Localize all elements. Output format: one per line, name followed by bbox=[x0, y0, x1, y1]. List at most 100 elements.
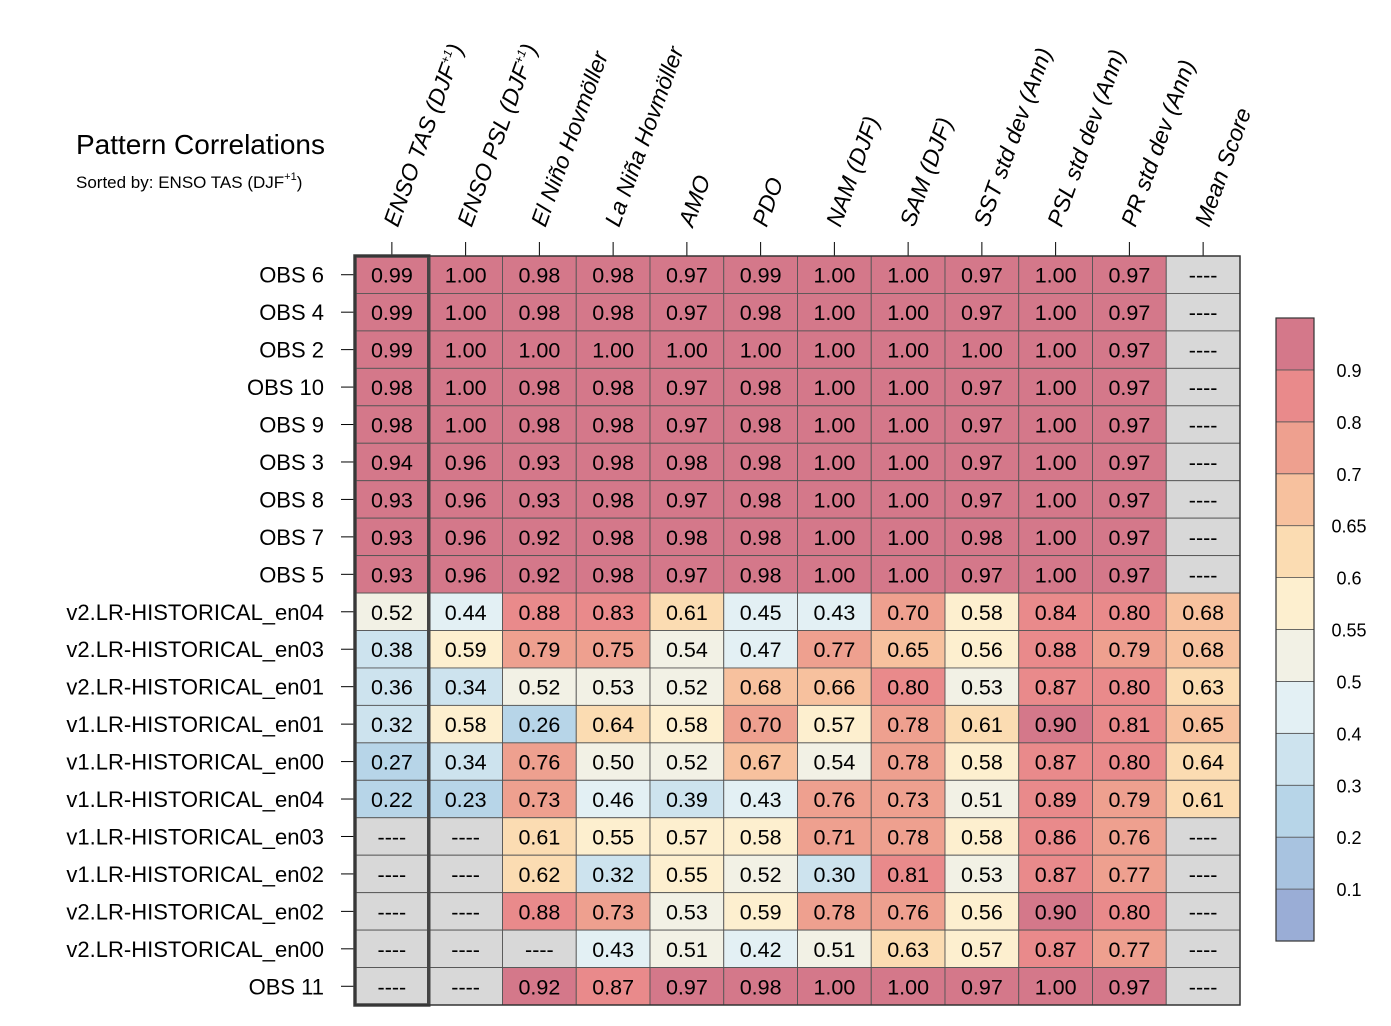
cell-value-label: 1.00 bbox=[887, 451, 929, 475]
cell-value-label: 0.97 bbox=[1108, 975, 1150, 999]
cell-value-label: 0.78 bbox=[813, 900, 855, 924]
heatmap-cell bbox=[575, 779, 651, 819]
cell-value-label: 0.79 bbox=[1108, 638, 1150, 662]
cell-value-label: 1.00 bbox=[1035, 376, 1077, 400]
cell-value-label: 0.97 bbox=[961, 488, 1003, 512]
heatmap-cell bbox=[1092, 742, 1167, 781]
cell-value-label: 0.88 bbox=[518, 900, 560, 924]
cell-value-label: 1.00 bbox=[1035, 526, 1077, 550]
heatmap-cell bbox=[575, 667, 651, 706]
heatmap-cell bbox=[1092, 517, 1167, 557]
heatmap-cell bbox=[354, 779, 430, 819]
heatmap-cell bbox=[354, 704, 430, 744]
heatmap-cell bbox=[1018, 442, 1093, 482]
cell-value-label: 0.97 bbox=[666, 975, 708, 999]
heatmap-cell bbox=[1165, 854, 1241, 894]
heatmap-cell bbox=[354, 742, 430, 781]
heatmap-cell bbox=[723, 517, 798, 557]
heatmap-cell bbox=[354, 929, 430, 968]
cell-value-label: 0.76 bbox=[887, 900, 929, 924]
row-label: OBS 9 bbox=[259, 413, 324, 438]
column-label-superscript: +1 bbox=[438, 48, 456, 66]
row-label: v1.LR-HISTORICAL_en01 bbox=[66, 712, 324, 737]
heatmap-cell bbox=[354, 367, 430, 407]
heatmap-cell bbox=[1018, 630, 1093, 669]
heatmap-cell bbox=[649, 330, 725, 369]
cell-value-label: 0.98 bbox=[592, 301, 634, 325]
cell-value-label: 1.00 bbox=[887, 414, 929, 438]
cell-value-label: ---- bbox=[1189, 563, 1218, 587]
cell-value-label: 1.00 bbox=[813, 526, 855, 550]
cell-value-label: 0.98 bbox=[518, 414, 560, 438]
heatmap-cell bbox=[723, 630, 798, 669]
heatmap-cell bbox=[502, 592, 577, 631]
cell-value-label: 0.98 bbox=[371, 414, 413, 438]
heatmap-cell bbox=[1018, 929, 1093, 968]
colorbar-swatch bbox=[1275, 525, 1315, 578]
row-label: OBS 4 bbox=[259, 300, 324, 325]
cell-value-label: 0.97 bbox=[1108, 414, 1150, 438]
cell-value-label: 0.43 bbox=[813, 601, 855, 625]
column-label-text: Mean Score bbox=[1189, 104, 1256, 229]
cell-value-label: 0.58 bbox=[740, 825, 782, 849]
cell-value-label: 0.52 bbox=[666, 676, 708, 700]
cell-value-label: 0.80 bbox=[1108, 676, 1150, 700]
cell-value-label: 0.61 bbox=[961, 713, 1003, 737]
heatmap-cell bbox=[649, 592, 725, 631]
row-label: OBS 11 bbox=[249, 974, 324, 999]
heatmap-cell bbox=[1018, 367, 1093, 407]
colorbar-border bbox=[1275, 317, 1315, 942]
cell-value-label: 0.81 bbox=[1108, 713, 1150, 737]
heatmap-cell bbox=[944, 854, 1020, 894]
heatmap-cell bbox=[1092, 293, 1167, 332]
cell-value-label: 0.78 bbox=[887, 713, 929, 737]
heatmap-cell bbox=[944, 293, 1020, 332]
cell-value-label: 1.00 bbox=[887, 563, 929, 587]
cell-value-label: 0.97 bbox=[961, 975, 1003, 999]
cell-value-label: ---- bbox=[378, 975, 407, 999]
heatmap-cell bbox=[797, 967, 872, 1006]
heatmap-cell bbox=[870, 967, 946, 1006]
heatmap-cell bbox=[1018, 967, 1093, 1006]
cell-value-label: ---- bbox=[1189, 900, 1218, 924]
column-label-text: SAM (DJF) bbox=[894, 114, 957, 230]
heatmap-cell bbox=[723, 779, 798, 819]
colorbar-swatch bbox=[1275, 577, 1315, 630]
chart-title: Pattern Correlations bbox=[76, 129, 325, 160]
heatmap-cell bbox=[1165, 892, 1241, 931]
cell-value-label: 0.76 bbox=[518, 751, 560, 775]
cell-value-label: 1.00 bbox=[887, 301, 929, 325]
colorbar-swatch bbox=[1275, 732, 1315, 786]
heatmap-cell bbox=[354, 630, 430, 669]
heatmap-cell bbox=[870, 330, 946, 369]
cell-value-label: 0.90 bbox=[1035, 713, 1077, 737]
heatmap-cell bbox=[354, 817, 430, 856]
heatmap-cell bbox=[575, 293, 651, 332]
heatmap-cell bbox=[797, 367, 872, 407]
heatmap-cell bbox=[428, 405, 503, 444]
cell-value-label: 1.00 bbox=[813, 264, 855, 288]
cell-value-label: 0.98 bbox=[592, 563, 634, 587]
cell-value-label: 0.77 bbox=[1108, 863, 1150, 887]
cell-value-label: 1.00 bbox=[813, 301, 855, 325]
cell-value-label: 0.32 bbox=[592, 863, 634, 887]
heatmap-cell bbox=[502, 892, 577, 931]
cell-value-label: 1.00 bbox=[813, 975, 855, 999]
cell-value-label: ---- bbox=[1189, 863, 1218, 887]
cell-value-label: 0.98 bbox=[371, 376, 413, 400]
heatmap-cell bbox=[1018, 854, 1093, 894]
cell-value-label: 0.97 bbox=[961, 451, 1003, 475]
cell-value-label: ---- bbox=[378, 825, 407, 849]
heatmap-cell bbox=[870, 555, 946, 594]
heatmap-cell bbox=[723, 667, 798, 706]
cell-value-label: 0.77 bbox=[1108, 938, 1150, 962]
heatmap-cell bbox=[1018, 517, 1093, 557]
cell-value-label: 0.79 bbox=[518, 638, 560, 662]
heatmap-cell bbox=[870, 442, 946, 482]
column-label-text: AMO bbox=[672, 171, 715, 231]
cell-value-label: 0.93 bbox=[371, 563, 413, 587]
cell-value-label: 0.63 bbox=[887, 938, 929, 962]
cell-value-label: 0.98 bbox=[592, 264, 634, 288]
cell-value-label: ---- bbox=[1189, 264, 1218, 288]
